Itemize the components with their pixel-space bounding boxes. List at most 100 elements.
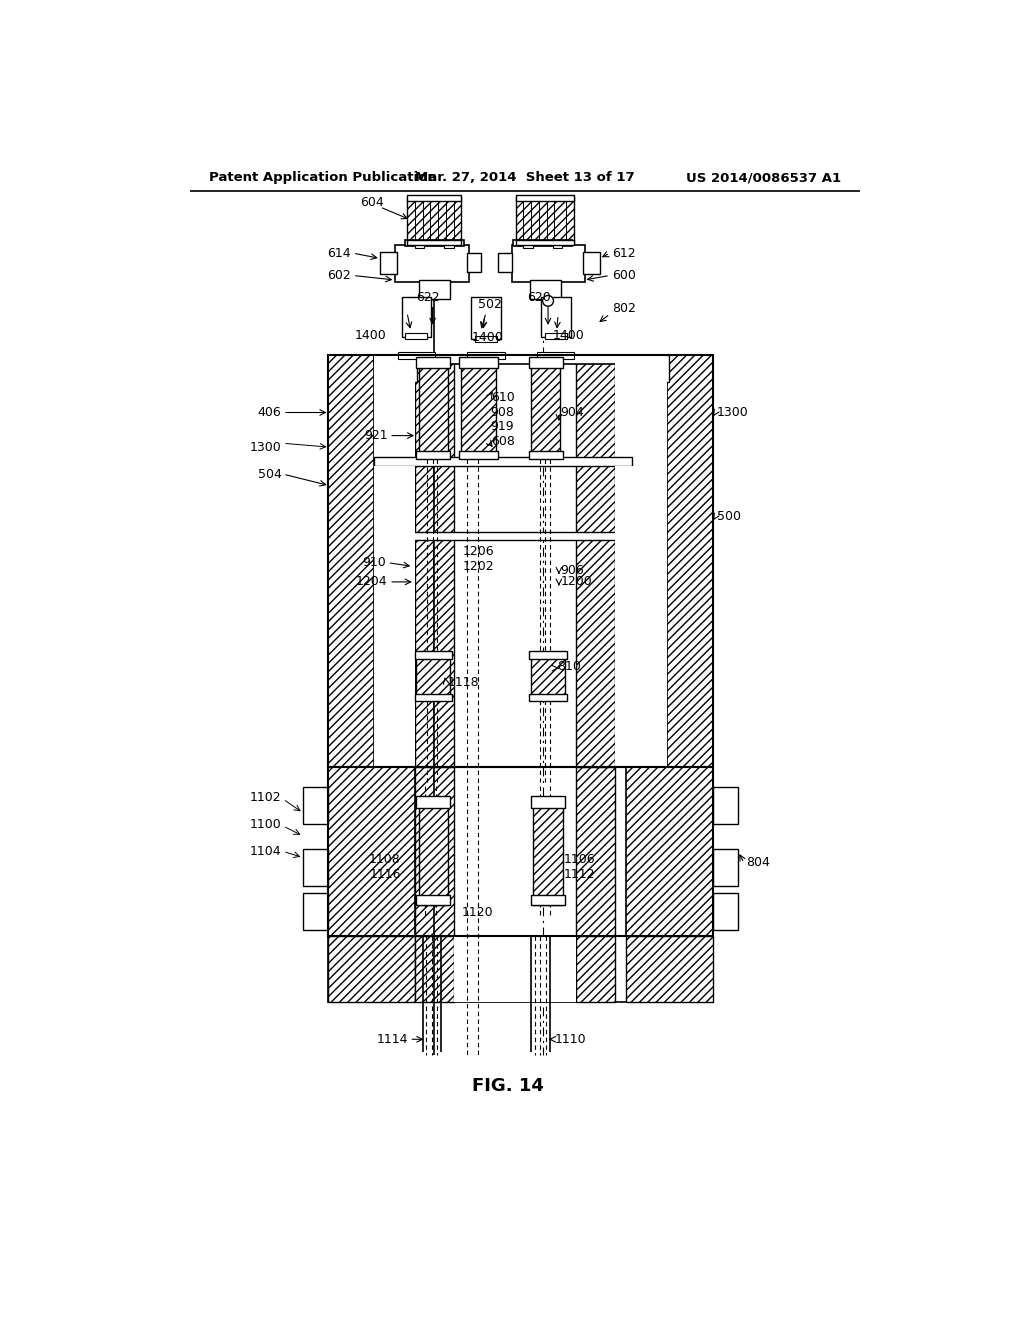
Bar	[575, 767, 614, 936]
Bar	[303, 849, 328, 886]
Bar	[530, 280, 561, 298]
Bar	[627, 936, 713, 1002]
Text: 1106: 1106	[563, 853, 595, 866]
Text: 500: 500	[717, 510, 741, 523]
Bar	[328, 767, 415, 936]
Bar	[528, 358, 563, 368]
Text: 622: 622	[417, 290, 440, 304]
Text: 904: 904	[560, 407, 585, 418]
Bar	[531, 895, 565, 906]
Bar	[303, 788, 328, 825]
Bar	[444, 243, 454, 248]
Bar	[419, 367, 449, 455]
Bar	[713, 788, 738, 825]
Text: 608: 608	[490, 436, 515, 449]
Text: 1200: 1200	[560, 576, 592, 589]
Text: 1120: 1120	[461, 907, 493, 920]
Bar	[471, 297, 501, 339]
Text: 1300: 1300	[250, 441, 282, 454]
Bar	[713, 894, 738, 929]
Text: 908: 908	[490, 407, 515, 418]
Text: 1102: 1102	[250, 791, 282, 804]
Bar	[406, 240, 464, 246]
Bar	[531, 796, 565, 808]
Text: 620: 620	[527, 290, 551, 304]
Bar	[415, 693, 452, 701]
Bar	[452, 355, 575, 767]
Bar	[417, 796, 451, 808]
Bar	[375, 466, 415, 767]
Bar	[328, 767, 713, 936]
Bar	[397, 352, 435, 359]
Text: 1204: 1204	[356, 576, 388, 589]
Bar	[415, 767, 454, 936]
Bar	[407, 197, 461, 243]
Text: 910: 910	[362, 556, 386, 569]
Bar	[417, 358, 451, 368]
Text: 612: 612	[612, 247, 636, 260]
Text: 802: 802	[612, 302, 636, 315]
Bar	[454, 936, 575, 1002]
Text: FIG. 14: FIG. 14	[472, 1077, 544, 1096]
Text: 406: 406	[258, 407, 282, 418]
Bar	[627, 767, 713, 936]
Bar	[406, 333, 427, 339]
Bar	[575, 355, 614, 767]
Text: Mar. 27, 2014  Sheet 13 of 17: Mar. 27, 2014 Sheet 13 of 17	[415, 172, 635, 185]
Bar	[328, 355, 713, 767]
Bar	[415, 243, 424, 248]
Text: 1300: 1300	[717, 407, 749, 418]
Bar	[515, 240, 573, 244]
Bar	[528, 451, 563, 459]
Text: 600: 600	[612, 269, 636, 282]
Text: 1400: 1400	[553, 329, 585, 342]
Bar	[417, 451, 451, 459]
Bar	[459, 358, 499, 368]
Bar	[417, 655, 451, 697]
Bar	[395, 244, 469, 281]
Text: 1108: 1108	[369, 853, 400, 866]
Circle shape	[543, 296, 554, 306]
Bar	[419, 280, 450, 298]
Text: 1202: 1202	[463, 560, 495, 573]
Text: 1104: 1104	[250, 845, 282, 858]
Bar	[529, 651, 566, 659]
Bar	[375, 355, 647, 364]
Text: 1400: 1400	[471, 331, 503, 345]
Bar	[667, 355, 713, 767]
Text: US 2014/0086537 A1: US 2014/0086537 A1	[686, 172, 841, 185]
Bar	[459, 451, 499, 459]
Bar	[407, 240, 461, 244]
Bar	[627, 355, 669, 381]
Bar	[375, 355, 415, 767]
Text: 921: 921	[364, 429, 388, 442]
Bar	[713, 849, 738, 886]
Bar	[328, 936, 415, 1002]
Bar	[375, 355, 417, 381]
Bar	[541, 297, 570, 337]
Text: 906: 906	[560, 564, 585, 577]
Bar	[512, 244, 586, 281]
Bar	[415, 936, 454, 1002]
Bar	[303, 894, 328, 929]
Bar	[614, 466, 667, 767]
Bar	[419, 797, 449, 906]
Text: 810: 810	[557, 660, 582, 673]
Bar	[328, 355, 375, 767]
Bar	[415, 355, 454, 767]
Text: 614: 614	[327, 247, 350, 260]
Text: 1114: 1114	[377, 1032, 409, 1045]
Text: 1116: 1116	[370, 869, 400, 880]
Text: 1400: 1400	[355, 329, 387, 342]
Text: 504: 504	[258, 467, 282, 480]
Bar	[523, 243, 532, 248]
Bar	[499, 253, 512, 272]
Text: 1206: 1206	[463, 545, 495, 557]
Bar	[380, 252, 397, 275]
Bar	[417, 895, 451, 906]
Bar	[461, 367, 496, 455]
Text: 919: 919	[490, 420, 514, 433]
Bar	[475, 335, 497, 342]
Bar	[467, 253, 481, 272]
Text: 610: 610	[490, 391, 514, 404]
